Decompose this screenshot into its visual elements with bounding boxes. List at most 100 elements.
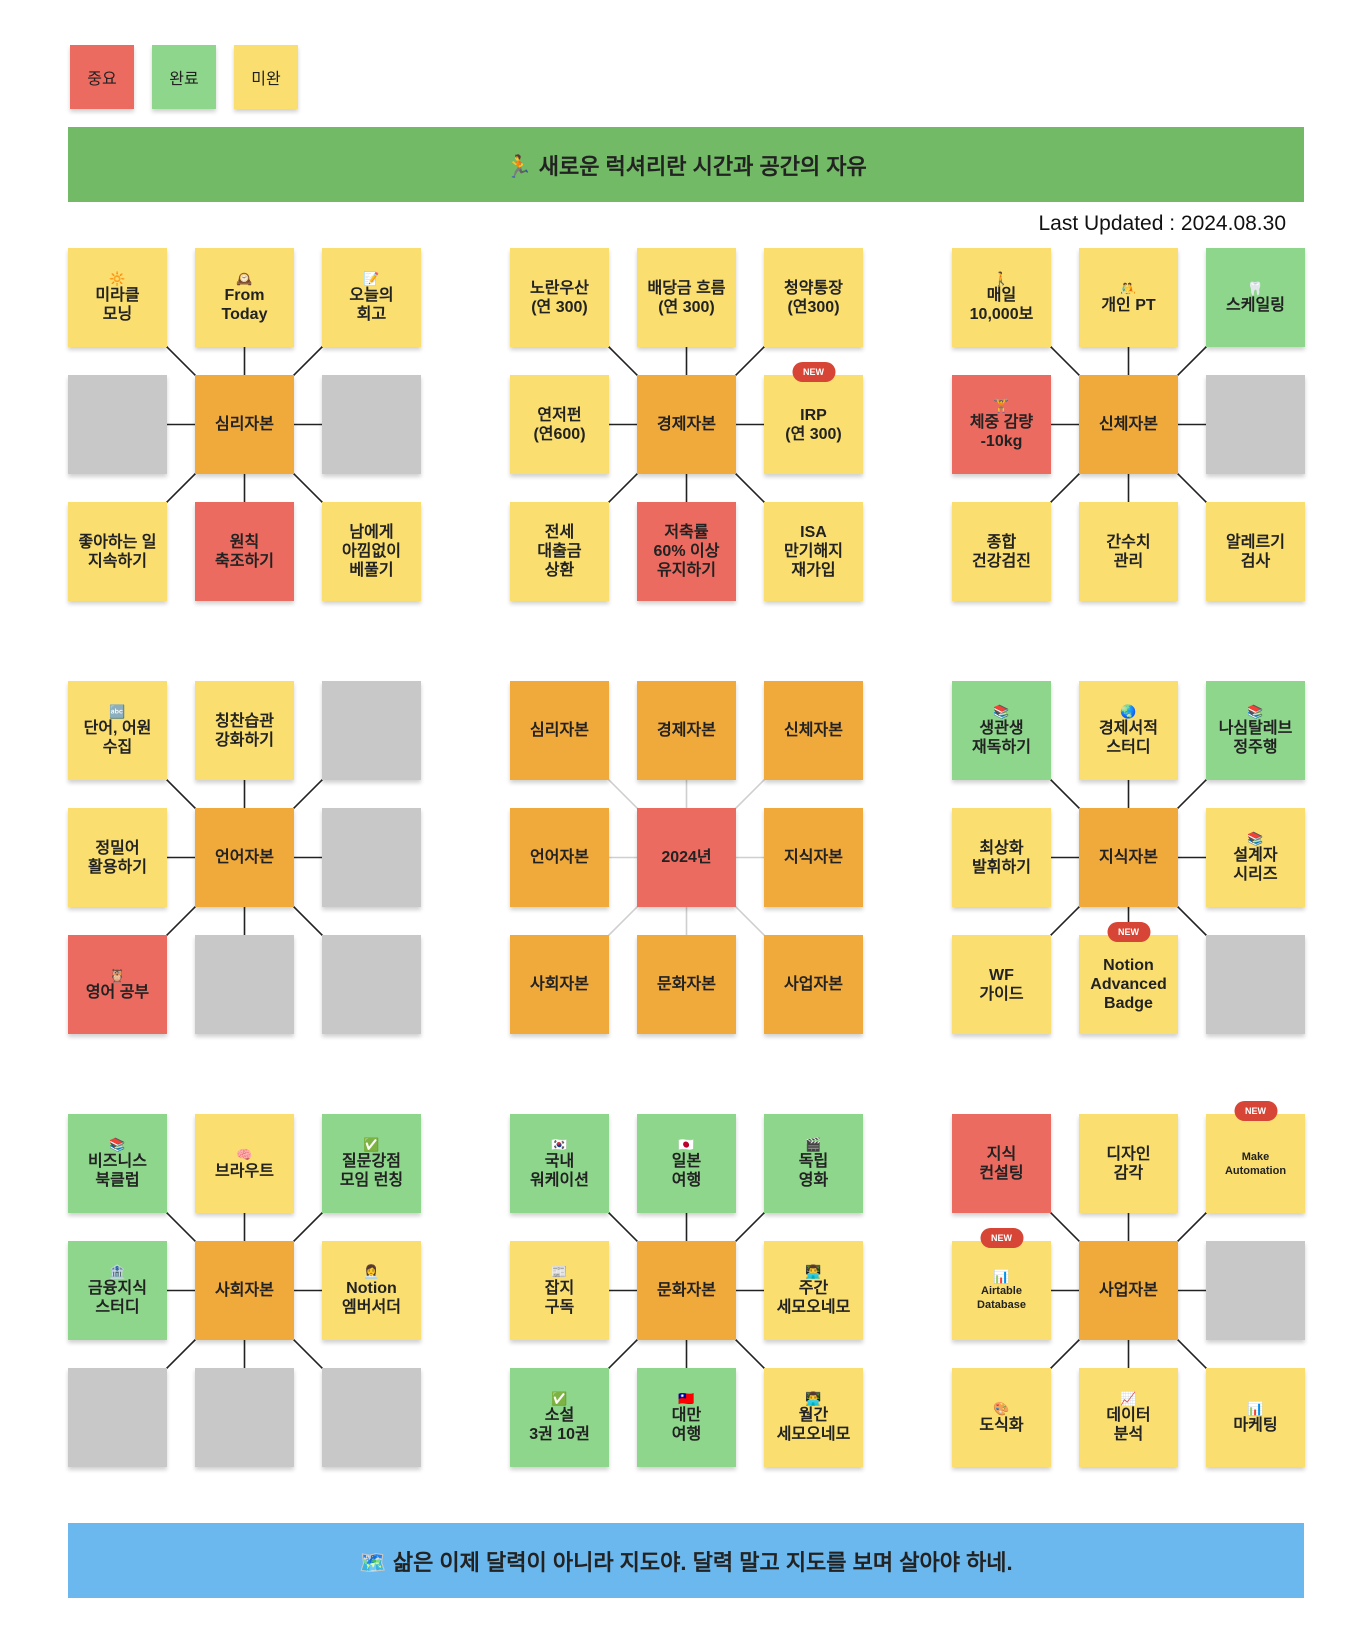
note-icon: 👨‍💻 bbox=[805, 1264, 822, 1279]
sticky-note: 📚 나심탈레브 정주행 bbox=[1206, 681, 1305, 780]
note-icon: 📈 bbox=[1120, 1391, 1137, 1406]
sticky-note: ✅ 소설 3권 10권 bbox=[510, 1368, 609, 1467]
note-icon: 🎬 bbox=[805, 1137, 822, 1152]
note-text: 문화자본 bbox=[657, 976, 716, 993]
sticky-note: 2024년 bbox=[637, 808, 736, 907]
note-icon: 🔆 bbox=[109, 271, 126, 286]
note-icon: 🏦 bbox=[109, 1264, 126, 1279]
sticky-note bbox=[68, 375, 167, 474]
sticky-note: 언어자본 bbox=[510, 808, 609, 907]
note-icon: 🔤 bbox=[109, 704, 126, 719]
sticky-note bbox=[322, 1368, 421, 1467]
note-text: WF 가이드 bbox=[979, 966, 1024, 1003]
sticky-note: 알레르기 검사 bbox=[1206, 502, 1305, 601]
note-text: 노란우산 (연 300) bbox=[530, 279, 589, 316]
note-text: 언어자본 bbox=[215, 849, 274, 866]
note-text: 매일 10,000보 bbox=[969, 287, 1034, 323]
note-icon: 📚 bbox=[1247, 704, 1264, 719]
note-text: 대만 여행 bbox=[671, 1407, 702, 1443]
sticky-note: NEW Make Automation bbox=[1206, 1101, 1305, 1213]
note-text: 종합 건강검진 bbox=[972, 533, 1031, 570]
sticky-note: 노란우산 (연 300) bbox=[510, 248, 609, 347]
sticky-note bbox=[1206, 375, 1305, 474]
note-text: 오늘의 회고 bbox=[349, 287, 394, 323]
note-text: 디자인 감각 bbox=[1106, 1145, 1151, 1182]
sticky-note: 🕰️ From Today bbox=[195, 248, 294, 347]
sticky-note: 정밀어 활용하기 bbox=[68, 808, 167, 907]
note-icon: 🕰️ bbox=[236, 271, 253, 286]
note-icon: 📚 bbox=[1247, 831, 1264, 846]
new-badge: NEW bbox=[1234, 1101, 1277, 1121]
note-text: 월간 세모오네모 bbox=[776, 1407, 851, 1443]
sticky-note: 📚 비즈니스 북클럽 bbox=[68, 1114, 167, 1213]
note-icon: ✅ bbox=[551, 1391, 568, 1406]
note-text: 독립 영화 bbox=[798, 1153, 829, 1189]
sticky-note: 배당금 흐름 (연 300) bbox=[637, 248, 736, 347]
note-text: 소설 3권 10권 bbox=[529, 1407, 590, 1443]
note-icon: 🇹🇼 bbox=[678, 1391, 695, 1406]
note-icon: 🤼 bbox=[1120, 280, 1137, 296]
sticky-note: 심리자본 bbox=[195, 375, 294, 474]
note-text: 브라우트 bbox=[215, 1162, 274, 1180]
sticky-note: 🎬 독립 영화 bbox=[764, 1114, 863, 1213]
note-text: 잡지 구독 bbox=[544, 1280, 575, 1316]
note-text: 칭찬습관 강화하기 bbox=[215, 712, 274, 749]
sticky-note bbox=[195, 935, 294, 1034]
note-text: 국내 워케이션 bbox=[530, 1153, 589, 1189]
legend-item: 완료 bbox=[152, 45, 216, 109]
legend-item: 미완 bbox=[234, 45, 298, 109]
sticky-note: 👨‍💻 주간 세모오네모 bbox=[764, 1241, 863, 1340]
note-text: ISA 만기해지 재가입 bbox=[784, 524, 843, 579]
sticky-note: NEW IRP (연 300) bbox=[764, 362, 863, 474]
note-icon: 📚 bbox=[109, 1137, 126, 1152]
sticky-note bbox=[1206, 935, 1305, 1034]
sticky-note: 좋아하는 일 지속하기 bbox=[68, 502, 167, 601]
note-text: 저축률 60% 이상 유지하기 bbox=[653, 524, 720, 579]
note-icon: 🧠 bbox=[236, 1146, 253, 1162]
note-text: 언어자본 bbox=[530, 849, 589, 866]
note-icon: 📝 bbox=[363, 271, 380, 286]
note-text: Make Automation bbox=[1224, 1150, 1287, 1177]
note-text: 신체자본 bbox=[1099, 416, 1158, 433]
note-text: Airtable Database bbox=[977, 1285, 1026, 1311]
header-banner: 🏃 새로운 럭셔리란 시간과 공간의 자유 bbox=[68, 127, 1304, 202]
note-text: 체중 감량 -10kg bbox=[969, 414, 1034, 450]
sticky-note: WF 가이드 bbox=[952, 935, 1051, 1034]
note-text: 영어 공부 bbox=[85, 983, 150, 1001]
sticky-note: 칭찬습관 강화하기 bbox=[195, 681, 294, 780]
sticky-note: 🇹🇼 대만 여행 bbox=[637, 1368, 736, 1467]
note-icon: 🏋️ bbox=[993, 398, 1010, 413]
note-text: 2024년 bbox=[661, 849, 712, 866]
sticky-note: 🇰🇷 국내 워케이션 bbox=[510, 1114, 609, 1213]
note-text: 미라클 모닝 bbox=[95, 287, 140, 323]
note-icon: 📊 bbox=[993, 1269, 1010, 1284]
note-icon: 📊 bbox=[1247, 1400, 1264, 1416]
sticky-note: NEW Notion Advanced Badge bbox=[1079, 922, 1178, 1034]
note-text: 사업자본 bbox=[1099, 1282, 1158, 1299]
note-text: 경제자본 bbox=[657, 416, 716, 433]
note-text: 연저펀 (연600) bbox=[533, 406, 586, 443]
sticky-note: 문화자본 bbox=[637, 935, 736, 1034]
note-text: IRP (연 300) bbox=[785, 406, 842, 443]
sticky-note bbox=[322, 375, 421, 474]
sticky-note: 🤼 개인 PT bbox=[1079, 248, 1178, 347]
sticky-note: 🚶 매일 10,000보 bbox=[952, 248, 1051, 347]
sticky-note: 신체자본 bbox=[1079, 375, 1178, 474]
sticky-note: 🔆 미라클 모닝 bbox=[68, 248, 167, 347]
note-text: Notion Advanced Badge bbox=[1090, 957, 1167, 1012]
sticky-note: 🦷 스케일링 bbox=[1206, 248, 1305, 347]
legend-item: 중요 bbox=[70, 45, 134, 109]
new-badge: NEW bbox=[980, 1228, 1023, 1248]
note-text: 스케일링 bbox=[1226, 296, 1285, 314]
note-icon: 🌏 bbox=[1120, 704, 1137, 719]
sticky-note: 사회자본 bbox=[510, 935, 609, 1034]
new-badge: NEW bbox=[1107, 922, 1150, 942]
sticky-note: ISA 만기해지 재가입 bbox=[764, 502, 863, 601]
note-icon: 📚 bbox=[993, 704, 1010, 719]
sticky-note: 👨‍💻 월간 세모오네모 bbox=[764, 1368, 863, 1467]
sticky-note: 🔤 단어, 어원 수집 bbox=[68, 681, 167, 780]
note-text: 심리자본 bbox=[530, 722, 589, 739]
note-text: 지식자본 bbox=[784, 849, 843, 866]
sticky-note: 연저펀 (연600) bbox=[510, 375, 609, 474]
